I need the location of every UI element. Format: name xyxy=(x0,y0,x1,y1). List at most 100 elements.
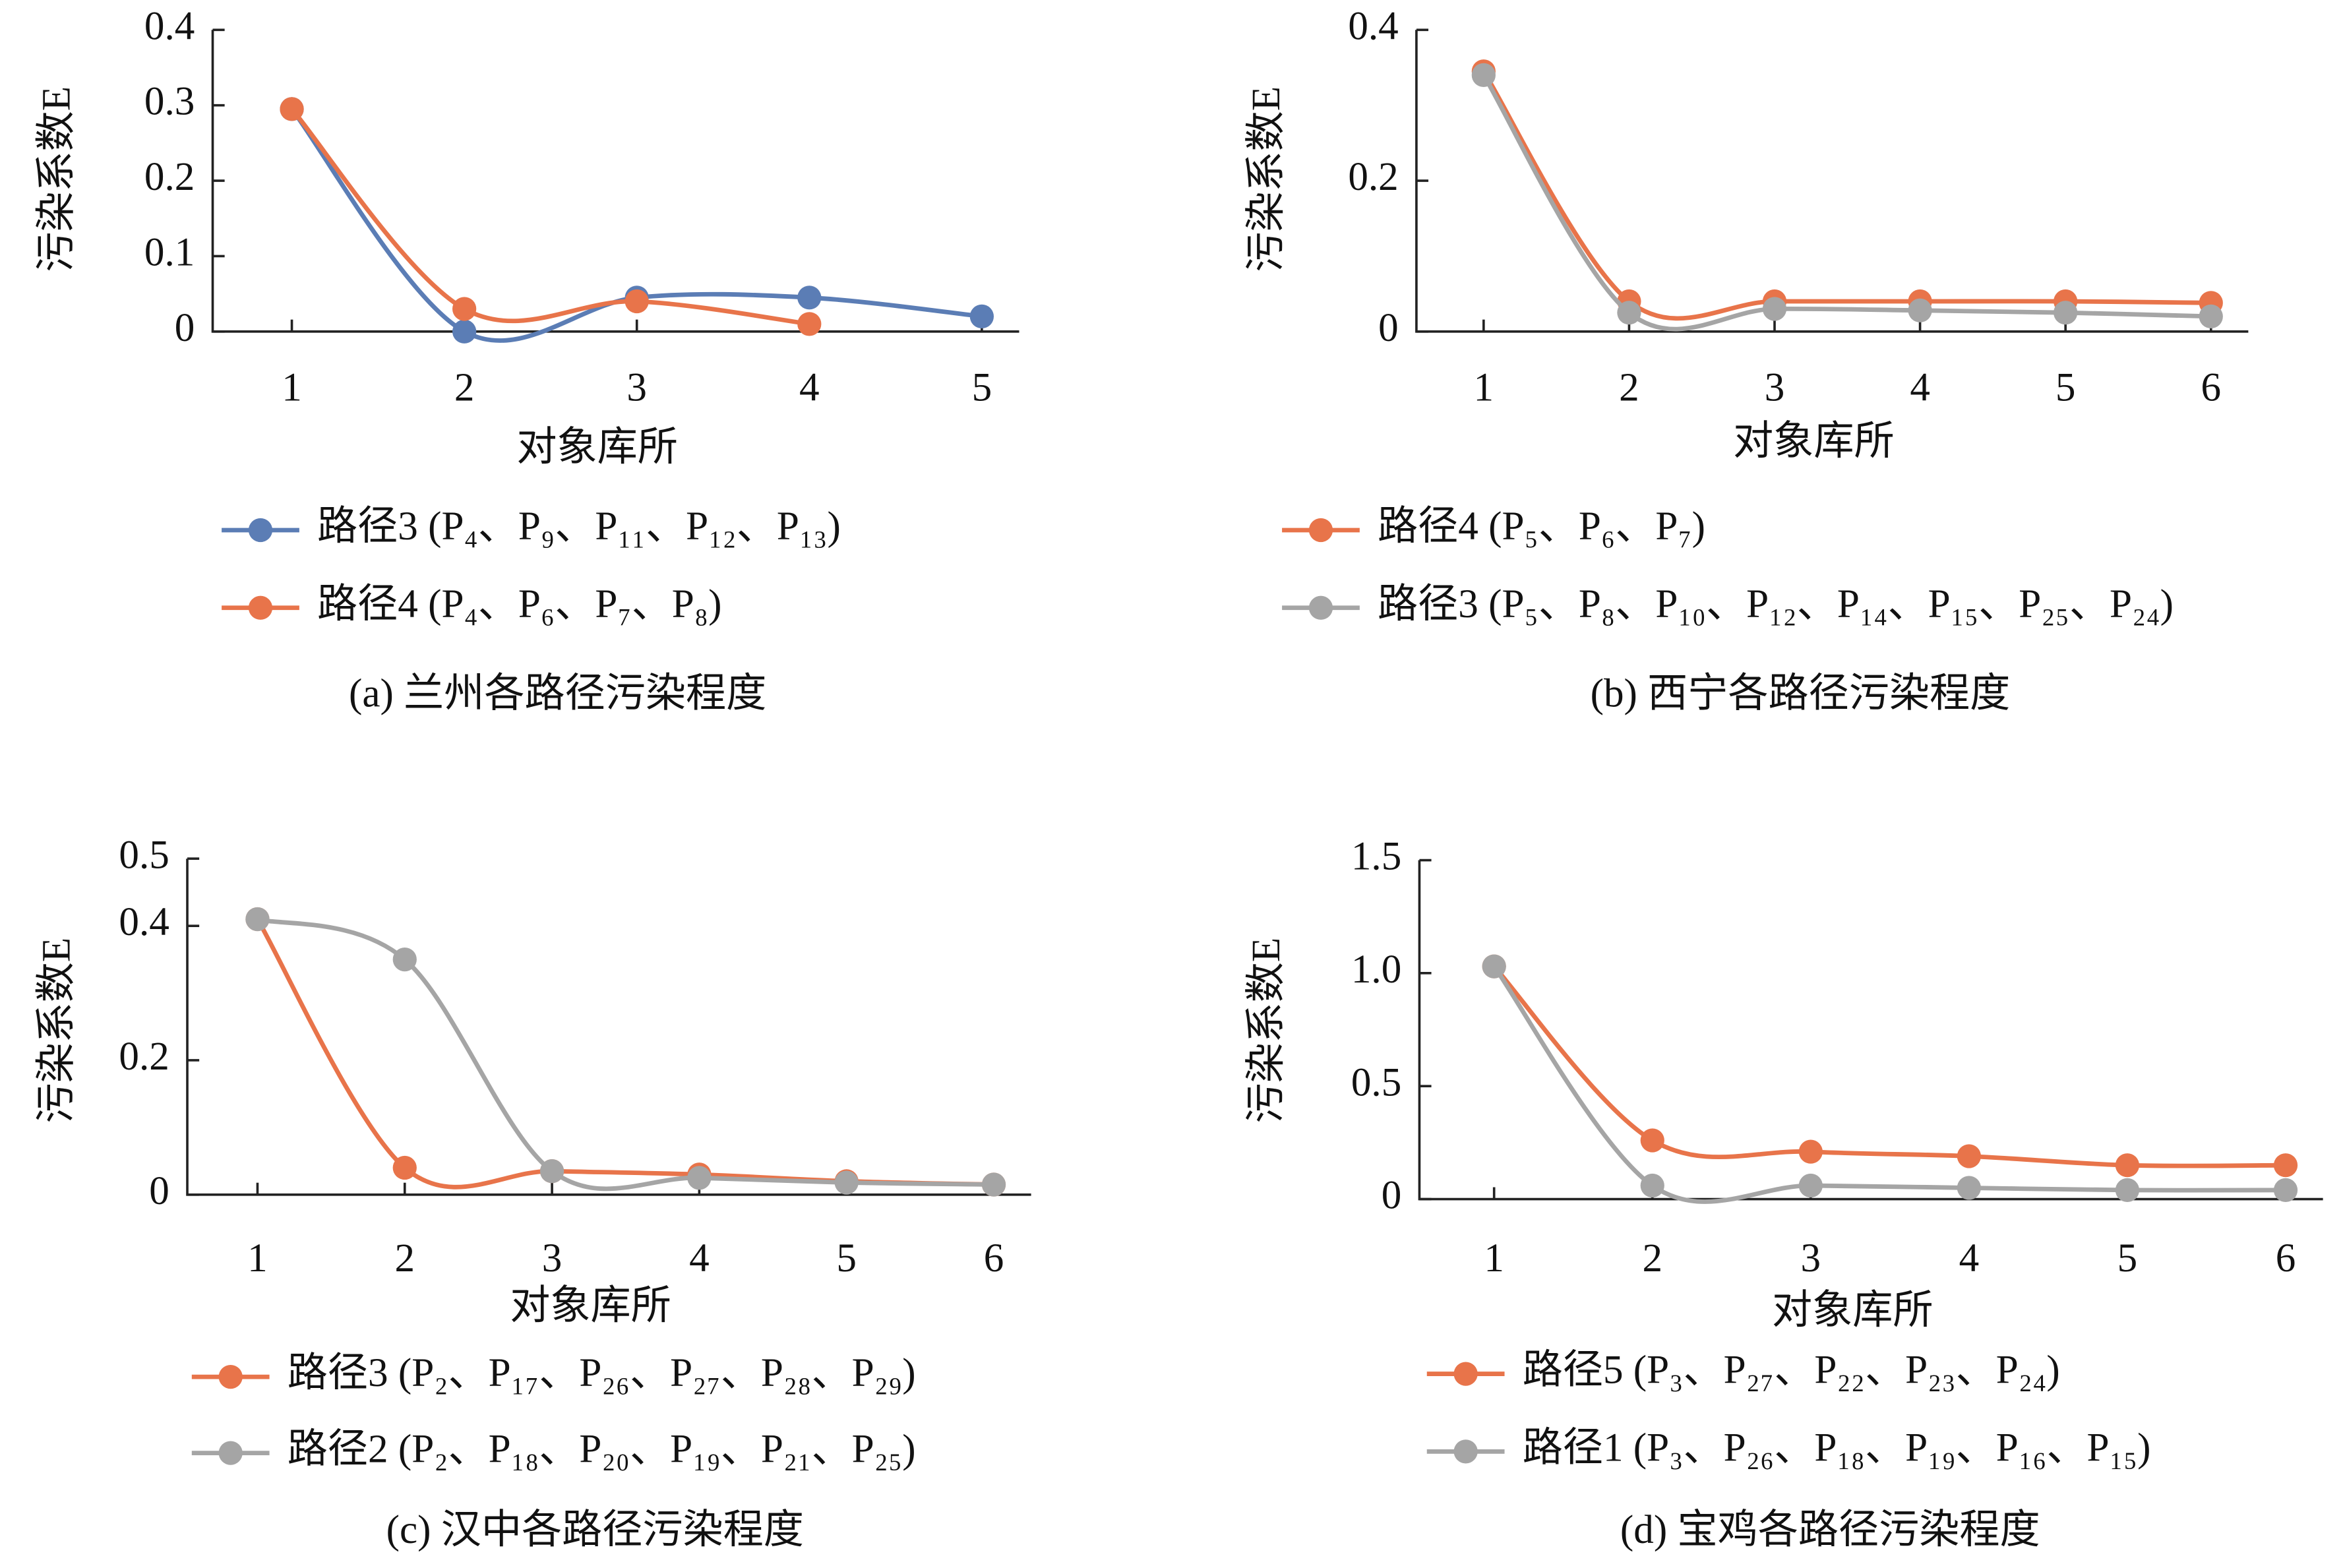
series-line xyxy=(1492,965,2286,1168)
x-tick-label: 5 xyxy=(2055,365,2076,409)
legend-marker xyxy=(1308,518,1333,543)
caption: (c) 汉中各路径污染程度 xyxy=(386,1508,804,1552)
data-point xyxy=(2054,301,2078,325)
caption: (a) 兰州各路径污染程度 xyxy=(349,672,766,716)
data-point xyxy=(687,1166,712,1190)
x-tick-label: 2 xyxy=(394,1236,415,1281)
data-point xyxy=(834,1170,859,1195)
y-axis-label: 污染系数E xyxy=(35,86,79,272)
x-tick-label: 1 xyxy=(247,1236,268,1281)
x-tick-label: 5 xyxy=(836,1236,857,1281)
x-tick-label: 3 xyxy=(1801,1236,1821,1281)
data-point xyxy=(624,289,649,314)
x-tick-label: 1 xyxy=(282,365,302,409)
x-axis-label: 对象库所 xyxy=(510,1284,671,1328)
data-point xyxy=(1471,63,1496,88)
x-tick-label: 5 xyxy=(972,365,992,409)
data-point xyxy=(452,297,477,321)
data-point xyxy=(280,97,304,121)
x-tick-label: 1 xyxy=(1474,365,1494,409)
legend-marker xyxy=(218,1364,243,1389)
x-tick-label: 4 xyxy=(1959,1236,1980,1281)
x-tick-label: 1 xyxy=(1484,1236,1504,1281)
legend-label: 路径4 (P₄、P₆、P₇、P₈) xyxy=(317,582,721,626)
legend-label: 路径1 (P₃、P₂₆、P₁₈、P₁₉、P₁₆、P₁₅) xyxy=(1523,1426,2151,1470)
x-tick-label: 2 xyxy=(1619,365,1639,409)
data-point xyxy=(1482,954,1506,979)
data-point xyxy=(2273,1153,2298,1178)
y-axis-label: 污染系数E xyxy=(1244,938,1289,1124)
y-tick-label: 0.1 xyxy=(144,230,195,274)
legend-marker xyxy=(248,518,273,543)
axes xyxy=(1418,860,2323,1201)
data-point xyxy=(245,907,270,932)
legend-marker xyxy=(218,1441,243,1465)
data-point xyxy=(539,1159,564,1184)
y-tick-label: 0 xyxy=(1382,1174,1402,1218)
legend-label: 路径3 (P₂、P₁₇、P₂₆、P₂₇、P₂₈、P₂₉) xyxy=(288,1351,916,1395)
data-point xyxy=(1640,1173,1664,1198)
series-line xyxy=(255,918,994,1190)
legend-marker xyxy=(1453,1439,1478,1464)
caption: (b) 西宁各路径污染程度 xyxy=(1591,672,2011,716)
data-point xyxy=(1798,1173,1823,1198)
x-tick-label: 6 xyxy=(984,1236,1004,1281)
data-point xyxy=(2115,1178,2140,1203)
data-point xyxy=(797,286,822,310)
y-axis-label: 污染系数E xyxy=(35,938,79,1124)
y-tick-label: 0 xyxy=(1378,306,1399,350)
y-tick-label: 1.5 xyxy=(1351,835,1401,879)
data-point xyxy=(392,947,417,972)
legend-marker xyxy=(1453,1362,1478,1386)
legend-label: 路径5 (P₃、P₂₇、P₂₂、P₂₃、P₂₄) xyxy=(1523,1348,2060,1393)
y-tick-label: 0.5 xyxy=(119,833,169,877)
caption: (d) 宝鸡各路径污染程度 xyxy=(1620,1508,2040,1552)
y-tick-label: 1.0 xyxy=(1351,948,1401,992)
data-point xyxy=(1908,298,1932,322)
x-tick-label: 2 xyxy=(454,365,475,409)
data-point xyxy=(1640,1128,1664,1153)
x-axis-label: 对象库所 xyxy=(516,425,678,469)
data-point xyxy=(1957,1144,1982,1168)
y-tick-label: 0.2 xyxy=(1348,155,1398,199)
x-tick-label: 6 xyxy=(2276,1236,2296,1281)
data-point xyxy=(1617,301,1641,325)
x-axis-label: 对象库所 xyxy=(1772,1288,1933,1333)
data-point xyxy=(1798,1139,1823,1164)
data-point xyxy=(797,312,822,336)
legend-label: 路径3 (P₅、P₈、P₁₀、P₁₂、P₁₄、P₁₅、P₂₅、P₂₄) xyxy=(1378,582,2174,626)
axes xyxy=(211,30,1019,333)
y-tick-label: 0.4 xyxy=(119,900,169,944)
x-axis-label: 对象库所 xyxy=(1733,419,1895,464)
legend-label: 路径4 (P₅、P₆、P₇) xyxy=(1378,504,1705,549)
y-tick-label: 0.3 xyxy=(144,80,195,124)
y-tick-label: 0.2 xyxy=(119,1035,169,1079)
x-tick-label: 2 xyxy=(1642,1236,1662,1281)
x-tick-label: 4 xyxy=(1910,365,1930,409)
x-tick-label: 6 xyxy=(2201,365,2221,409)
series-line xyxy=(1481,74,2211,332)
y-axis-label: 污染系数E xyxy=(1244,86,1289,272)
x-tick-label: 3 xyxy=(542,1236,563,1281)
x-tick-label: 3 xyxy=(626,365,647,409)
x-tick-label: 4 xyxy=(689,1236,710,1281)
y-tick-label: 0.5 xyxy=(1351,1060,1401,1104)
series-line xyxy=(289,107,810,326)
legend-label: 路径3 (P₄、P₉、P₁₁、P₁₂、P₁₃) xyxy=(317,504,841,549)
legend-label: 路径2 (P₂、P₁₈、P₂₀、P₁₉、P₂₁、P₂₅) xyxy=(288,1428,916,1472)
series-line xyxy=(1481,70,2211,321)
y-tick-label: 0 xyxy=(175,306,195,350)
x-tick-label: 5 xyxy=(2117,1236,2138,1281)
data-point xyxy=(2199,304,2223,329)
data-point xyxy=(452,319,477,344)
x-tick-label: 4 xyxy=(799,365,820,409)
series-line xyxy=(257,917,994,1191)
data-point xyxy=(2115,1153,2140,1178)
legend-marker xyxy=(248,595,273,620)
y-tick-label: 0 xyxy=(149,1169,169,1213)
legend-marker xyxy=(1308,595,1333,620)
data-point xyxy=(1957,1176,1982,1200)
data-point xyxy=(969,304,994,329)
